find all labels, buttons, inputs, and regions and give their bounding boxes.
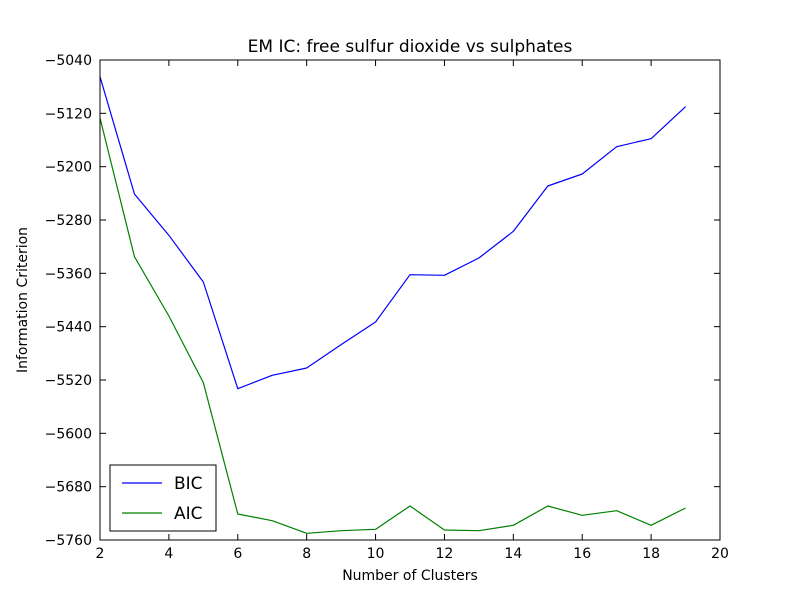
x-tick-label: 14	[504, 546, 522, 562]
y-tick-label: −5280	[45, 213, 92, 229]
series-line-bic	[99, 76, 686, 390]
y-tick-label: −5440	[45, 320, 92, 336]
y-tick-label: −5120	[45, 106, 92, 122]
y-tick-label: −5360	[45, 266, 92, 282]
x-tick-label: 2	[96, 546, 105, 562]
y-tick-label: −5200	[45, 160, 92, 176]
series-layer	[99, 76, 686, 534]
x-tick-label: 18	[642, 546, 660, 562]
axes-frame	[99, 59, 721, 541]
plot-area	[100, 60, 720, 540]
y-tick-label: −5760	[45, 533, 92, 549]
legend-label-bic: BIC	[174, 474, 203, 494]
x-tick-label: 20	[711, 546, 729, 562]
x-tick-label: 10	[367, 546, 385, 562]
y-tick-label: −5600	[45, 426, 92, 442]
legend-box	[109, 464, 217, 532]
series-line-aic	[99, 117, 686, 534]
y-tick-label: −5520	[45, 373, 92, 389]
plot-background	[100, 60, 720, 540]
x-tick-label: 16	[573, 546, 591, 562]
y-tick-label: −5040	[45, 53, 92, 69]
y-axis-title: Information Criterion	[15, 227, 31, 373]
chart-title: EM IC: free sulfur dioxide vs sulphates	[248, 37, 573, 57]
legend: BIC AIC	[109, 464, 217, 532]
x-tick-label: 8	[302, 546, 311, 562]
y-tick-label: −5680	[45, 480, 92, 496]
x-tick-label: 6	[233, 546, 242, 562]
x-axis-title: Number of Clusters	[342, 568, 478, 584]
x-tick-label: 12	[436, 546, 454, 562]
legend-label-aic: AIC	[174, 504, 203, 524]
axes-layer: 2 4 6 8 10 12 14 16 18 20 −5040 −5120 −5200 −5280 −536…	[45, 53, 729, 562]
x-tick-label: 4	[164, 546, 173, 562]
